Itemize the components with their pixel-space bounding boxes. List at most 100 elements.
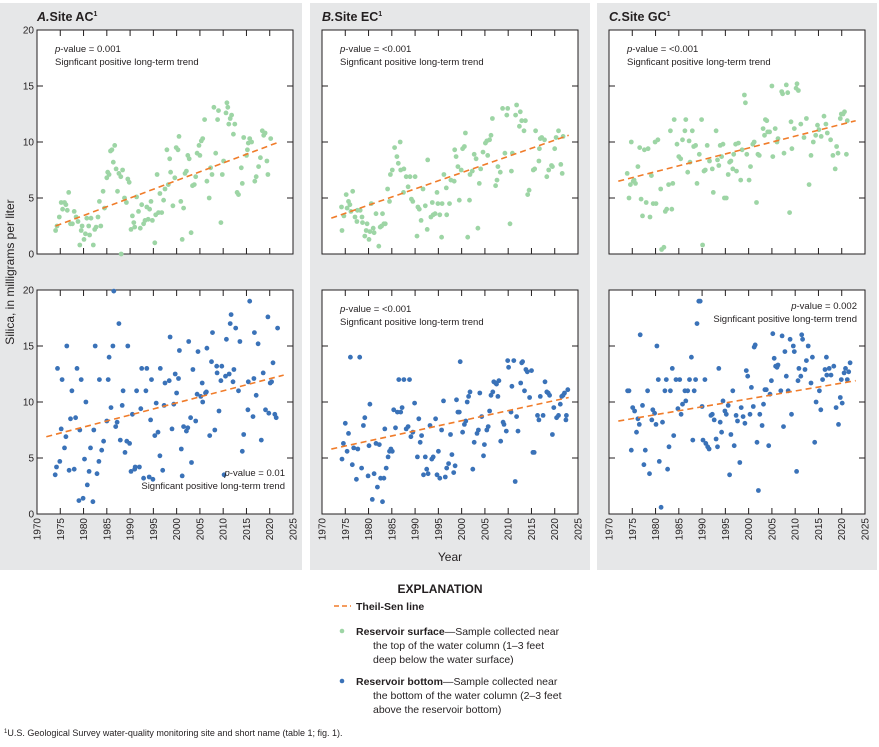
surface-data-point <box>509 168 514 174</box>
surface-data-point <box>713 128 719 134</box>
bottom-data-point <box>176 376 181 381</box>
p-value-annotation: p-value = 0.001 <box>54 44 121 55</box>
surface-data-point <box>739 147 745 153</box>
bottom-data-point <box>820 377 825 382</box>
surface-data-point <box>488 132 494 138</box>
panel-site: Site GC <box>622 10 667 24</box>
surface-data-point <box>175 147 181 153</box>
bottom-data-point <box>68 416 73 422</box>
bottom-data-point <box>795 378 801 384</box>
x-tick-label: 2005 <box>480 518 491 541</box>
bottom-data-point <box>675 406 681 412</box>
bottom-data-point <box>137 464 142 470</box>
bottom-data-point <box>223 373 228 379</box>
bottom-data-point <box>485 424 491 429</box>
surface-data-point <box>397 139 403 145</box>
surface-data-point <box>628 182 633 188</box>
bottom-data-point <box>454 397 459 403</box>
surface-data-point <box>249 139 255 145</box>
surface-data-point <box>674 141 680 147</box>
surface-data-point <box>126 179 132 185</box>
surface-data-point <box>159 210 165 216</box>
surface-data-point <box>137 225 143 231</box>
surface-data-point <box>788 119 794 125</box>
bottom-data-point <box>179 473 185 479</box>
surface-data-point <box>463 130 468 136</box>
bottom-plot: 1970 1975 1980 1985 1990 1995 2000 2005 2010 2015… <box>23 286 300 541</box>
surface-data-point <box>680 137 685 143</box>
surface-data-point <box>796 88 801 93</box>
surface-data-point <box>179 237 185 242</box>
surface-data-point <box>197 153 203 158</box>
surface-data-point <box>216 108 221 113</box>
y-tick-label: 15 <box>23 82 35 93</box>
bottom-data-point <box>162 380 168 386</box>
surface-data-point <box>443 185 449 191</box>
surface-data-point <box>552 146 558 152</box>
surface-data-point <box>751 139 757 145</box>
bottom-data-point <box>503 428 509 434</box>
surface-data-point <box>696 151 702 157</box>
surface-data-point <box>670 181 676 186</box>
bottom-data-point <box>789 411 794 417</box>
surface-data-point <box>181 205 187 211</box>
bottom-data-point <box>381 475 387 481</box>
bottom-data-point <box>749 385 754 390</box>
surface-data-point <box>435 201 441 207</box>
bottom-data-point <box>645 388 650 394</box>
bottom-data-point <box>451 470 457 475</box>
bottom-data-point <box>275 325 280 331</box>
surface-data-point <box>772 126 778 131</box>
bottom-data-point <box>709 411 715 417</box>
bottom-data-point <box>656 459 662 464</box>
bottom-data-point <box>110 343 116 349</box>
bottom-data-point <box>520 359 525 365</box>
bottom-data-point <box>153 400 159 406</box>
surface-data-point <box>387 199 392 204</box>
surface-data-point <box>232 121 238 127</box>
bottom-data-point <box>88 445 93 451</box>
surface-data-point <box>626 195 632 201</box>
bottom-data-point <box>239 448 245 454</box>
surface-data-point <box>380 211 385 217</box>
bottom-data-point <box>214 370 220 376</box>
bottom-data-point <box>82 456 87 462</box>
bottom-data-point <box>128 469 134 474</box>
surface-data-point <box>394 154 400 160</box>
surface-data-point <box>699 117 704 122</box>
bottom-data-point <box>818 407 824 413</box>
surface-data-point <box>84 215 90 221</box>
x-tick-label: 2015 <box>814 518 825 541</box>
panel-letter: A. <box>36 10 50 24</box>
surface-data-point <box>742 92 747 98</box>
bottom-data-point <box>342 420 348 426</box>
surface-data-point <box>215 117 221 122</box>
surface-data-point <box>389 167 395 173</box>
p-value-prefix: p <box>626 44 632 55</box>
bottom-data-point <box>90 499 96 505</box>
bottom-data-point <box>677 377 683 382</box>
surface-data-point <box>487 137 492 143</box>
surface-data-point <box>707 158 712 164</box>
surface-data-point <box>81 237 87 242</box>
trend-annotation: Signficant positive long-term trend <box>141 481 285 492</box>
bottom-data-point <box>59 377 65 382</box>
bottom-data-point <box>838 377 844 382</box>
bottom-data-point <box>167 334 173 340</box>
bottom-data-point <box>452 463 458 469</box>
surface-data-point <box>494 177 500 183</box>
plot-area <box>321 29 579 255</box>
surface-data-point <box>473 156 479 162</box>
panel-site: Site AC <box>50 10 94 24</box>
surface-data-point <box>60 206 65 212</box>
surface-data-point <box>188 230 194 236</box>
bottom-data-point <box>522 388 527 394</box>
surface-data-point <box>172 175 178 181</box>
surface-data-point <box>444 212 450 218</box>
bottom-data-point <box>742 420 748 426</box>
surface-data-point <box>504 112 510 118</box>
surface-data-point <box>128 227 134 232</box>
surface-data-point <box>98 223 104 229</box>
bottom-data-point <box>839 400 845 406</box>
